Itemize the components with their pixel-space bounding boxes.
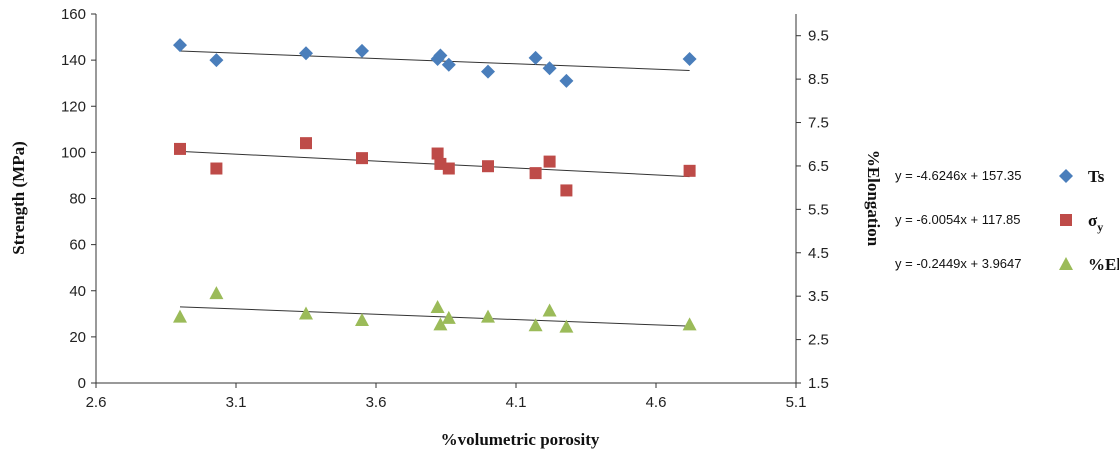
- data-point-triangle: [299, 306, 313, 320]
- data-point-triangle: [481, 309, 495, 323]
- data-point-diamond: [209, 53, 224, 68]
- x-tick-label: 3.6: [366, 394, 387, 411]
- y-tick-label: 0: [78, 375, 86, 392]
- y2-tick-label: 1.5: [808, 375, 829, 392]
- trendlines: [179, 50, 690, 327]
- y-tick-label: 120: [61, 98, 86, 115]
- y2-tick-label: 2.5: [808, 332, 829, 349]
- data-point-square: [210, 162, 223, 175]
- data-point-triangle: [433, 317, 448, 331]
- trendline-equation: y = -0.2449x + 3.9647: [895, 256, 1021, 271]
- data-point-square: [560, 184, 573, 197]
- data-point-square: [482, 160, 494, 173]
- x-axis-title: %volumetric porosity: [441, 430, 600, 449]
- data-point-triangle: [682, 317, 697, 331]
- y-tick-label: 140: [61, 52, 86, 69]
- legend-series-name: %El: [1088, 255, 1119, 274]
- x-tick-label: 2.6: [86, 394, 107, 411]
- y2-tick-label: 4.5: [808, 245, 829, 262]
- right-y-ticks: 1.5 2.5 3.5 4.5 5.5 6.5 7.5 8.5 9.5: [796, 28, 829, 392]
- data-point-square: [300, 137, 312, 150]
- y-tick-label: 80: [69, 191, 86, 208]
- legend-label: %El: [1088, 255, 1119, 274]
- legend-series-name: Ts: [1088, 167, 1105, 186]
- data-point-diamond: [433, 48, 448, 63]
- data-point-triangle: [355, 313, 369, 327]
- legend-marker-square: [1060, 214, 1072, 226]
- data-point-diamond: [481, 64, 495, 79]
- y2-tick-label: 3.5: [808, 288, 829, 305]
- y-tick-label: 60: [69, 237, 86, 254]
- data-markers: [173, 38, 697, 333]
- data-point-triangle: [559, 319, 574, 333]
- y-tick-label: 160: [61, 6, 86, 23]
- x-tick-label: 5.1: [786, 394, 807, 411]
- legend-marker-triangle: [1059, 257, 1073, 270]
- legend-series-name: σ: [1088, 211, 1098, 230]
- data-point-diamond: [559, 73, 574, 88]
- data-point-square: [543, 155, 556, 168]
- data-point-triangle: [209, 286, 224, 300]
- y2-axis-title: %Elongation: [864, 150, 883, 247]
- trendline-triangle: [179, 306, 690, 327]
- data-point-diamond: [441, 57, 456, 72]
- data-point-square: [431, 147, 444, 160]
- x-tick-label: 4.1: [506, 394, 527, 411]
- legend-marker-diamond: [1059, 169, 1073, 183]
- data-point-square: [529, 167, 542, 180]
- data-point-diamond: [173, 38, 187, 53]
- data-point-square: [174, 142, 186, 155]
- data-point-square: [442, 162, 455, 175]
- trendline-equation: y = -4.6246x + 157.35: [895, 168, 1021, 183]
- data-point-triangle: [528, 318, 543, 332]
- legend-series-subscript: y: [1097, 220, 1103, 234]
- y-tick-label: 40: [69, 283, 86, 300]
- data-point-diamond: [299, 46, 313, 61]
- data-point-diamond: [528, 50, 543, 65]
- data-point-square: [356, 152, 368, 165]
- x-ticks: 2.6 3.1 3.6 4.1 4.6 5.1: [86, 383, 807, 411]
- y2-tick-label: 5.5: [808, 201, 829, 218]
- x-tick-label: 4.6: [646, 394, 667, 411]
- trendline-equation: y = -6.0054x + 117.85: [895, 212, 1021, 227]
- y2-tick-label: 7.5: [808, 115, 829, 132]
- legend: y = -4.6246x + 157.35 Ts y = -6.0054x + 11…: [895, 167, 1119, 274]
- data-point-triangle: [441, 310, 456, 324]
- data-point-square: [683, 164, 696, 177]
- data-point-triangle: [430, 300, 445, 314]
- data-point-diamond: [542, 61, 557, 76]
- x-tick-label: 3.1: [226, 394, 247, 411]
- legend-label: Ts: [1088, 167, 1105, 186]
- legend-label: σy: [1088, 211, 1103, 234]
- y2-tick-label: 6.5: [808, 158, 829, 175]
- data-point-triangle: [173, 309, 187, 323]
- data-point-triangle: [542, 303, 557, 317]
- data-point-diamond: [682, 51, 697, 66]
- left-y-ticks: 0 20 40 60 80 100 120 140 160: [61, 6, 96, 392]
- data-point-diamond: [355, 43, 369, 58]
- y-axis-title: Strength (MPa): [9, 141, 28, 254]
- y2-tick-label: 9.5: [808, 28, 829, 45]
- y-tick-label: 20: [69, 329, 86, 346]
- y-tick-label: 100: [61, 144, 86, 161]
- y2-tick-label: 8.5: [808, 71, 829, 88]
